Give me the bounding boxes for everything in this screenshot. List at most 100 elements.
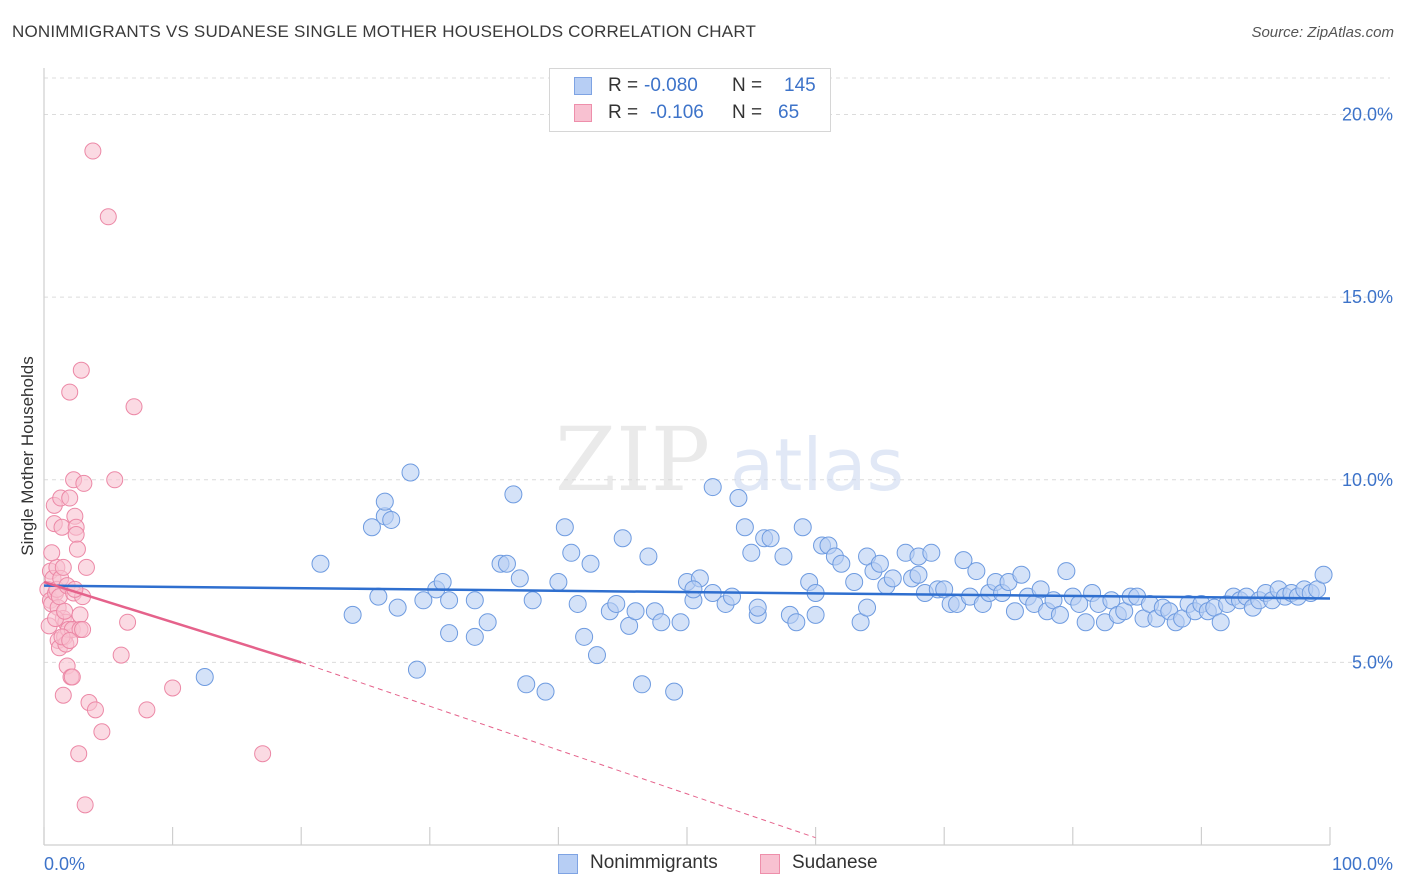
n-value: 65 <box>778 102 800 123</box>
sudanese-point <box>99 208 117 226</box>
nonimmigrants-point <box>684 580 703 599</box>
watermark-zip: ZIP <box>555 408 710 511</box>
nonimmigrants-point <box>343 605 362 624</box>
nonimmigrants-point <box>555 518 574 537</box>
sudanese-point <box>74 621 92 639</box>
nonimmigrants-point <box>607 594 626 613</box>
nonimmigrants-point <box>478 613 497 632</box>
nonimmigrants-point <box>1211 613 1230 632</box>
nonimmigrants-point <box>465 591 484 610</box>
sudanese-point <box>106 471 124 489</box>
nonimmigrants-point <box>1076 613 1095 632</box>
sudanese-point <box>68 540 86 558</box>
nonimmigrants-point <box>497 554 516 573</box>
nonimmigrants-points <box>195 463 1333 701</box>
nonimmigrants-point <box>375 492 394 511</box>
nonimmigrants-point <box>703 478 722 497</box>
pink-swatch-icon <box>760 854 780 874</box>
sudanese-points <box>39 142 272 814</box>
r-label: R = <box>608 102 639 123</box>
watermark-atlas: atlas <box>730 423 904 507</box>
nonimmigrants-point <box>793 518 812 537</box>
chart-title: NONIMMIGRANTS VS SUDANESE SINGLE MOTHER … <box>12 22 757 41</box>
legend-label: Nonimmigrants <box>590 852 718 873</box>
nonimmigrants-point <box>858 598 877 617</box>
nonimmigrants-point <box>613 529 632 548</box>
sudanese-point <box>70 745 88 763</box>
nonimmigrants-point <box>568 594 587 613</box>
pink-swatch-icon <box>574 104 592 122</box>
nonimmigrants-point <box>1031 580 1050 599</box>
nonimmigrants-point <box>311 554 330 573</box>
sudanese-point <box>72 361 90 379</box>
nonimmigrants-point <box>626 602 645 621</box>
nonimmigrants-point <box>587 646 606 665</box>
sudanese-point <box>77 558 95 576</box>
sudanese-trend-extension <box>301 661 816 839</box>
nonimmigrants-point <box>575 627 594 646</box>
nonimmigrants-point <box>774 547 793 566</box>
correlation-legend: R = -0.080 N = 145 R = -0.106 N = 65 <box>549 68 831 132</box>
nonimmigrants-point <box>954 551 973 570</box>
sudanese-point <box>254 745 272 763</box>
nonimmigrants-point <box>787 613 806 632</box>
nonimmigrants-point <box>504 485 523 504</box>
n-value: 145 <box>784 75 816 96</box>
sudanese-point <box>56 602 74 620</box>
nonimmigrants-point <box>440 624 459 643</box>
sudanese-point <box>63 668 81 686</box>
nonimmigrants-point <box>195 667 214 686</box>
sudanese-point <box>54 558 72 576</box>
sudanese-point <box>61 489 79 507</box>
nonimmigrants-point <box>549 573 568 592</box>
nonimmigrants-point <box>440 591 459 610</box>
nonimmigrants-point <box>748 598 767 617</box>
sudanese-point <box>125 398 143 416</box>
nonimmigrants-point <box>742 543 761 562</box>
nonimmigrants-point <box>632 675 651 694</box>
y-tick-label: 20.0% <box>1342 105 1393 125</box>
n-label: N = <box>732 75 763 96</box>
nonimmigrants-point <box>562 543 581 562</box>
sudanese-point <box>43 544 61 562</box>
sudanese-trend-line <box>43 580 302 664</box>
nonimmigrants-point <box>369 587 388 606</box>
nonimmigrants-point <box>845 573 864 592</box>
sudanese-point <box>84 142 102 160</box>
nonimmigrants-point <box>967 562 986 581</box>
nonimmigrants-point <box>362 518 381 537</box>
x-tick-label: 0.0% <box>44 854 85 874</box>
sudanese-point <box>67 526 85 544</box>
blue-swatch-icon <box>574 77 592 95</box>
n-label: N = <box>732 102 763 123</box>
r-value: -0.106 <box>650 102 704 123</box>
nonimmigrants-point <box>870 554 889 573</box>
sudanese-point <box>138 701 156 719</box>
axes <box>43 68 1331 846</box>
y-axis-label: Single Mother Households <box>18 356 37 556</box>
nonimmigrants-point <box>922 543 941 562</box>
y-tick-label: 5.0% <box>1352 652 1393 672</box>
sudanese-point <box>93 723 111 741</box>
sudanese-point <box>86 701 104 719</box>
sudanese-point <box>112 646 130 664</box>
nonimmigrants-point <box>729 489 748 508</box>
x-tick-label: 100.0% <box>1332 854 1393 874</box>
grid-lines <box>44 77 1390 663</box>
nonimmigrants-point <box>665 682 684 701</box>
nonimmigrants-point <box>510 569 529 588</box>
nonimmigrants-point <box>414 591 433 610</box>
nonimmigrants-point <box>639 547 658 566</box>
nonimmigrants-point <box>536 682 555 701</box>
blue-swatch-icon <box>558 854 578 874</box>
nonimmigrants-point <box>401 463 420 482</box>
sudanese-point <box>61 383 79 401</box>
nonimmigrants-point <box>1012 565 1031 584</box>
nonimmigrants-point <box>723 587 742 606</box>
sudanese-point <box>76 796 94 814</box>
nonimmigrants-point <box>388 598 407 617</box>
nonimmigrants-point <box>465 627 484 646</box>
sudanese-point <box>164 679 182 697</box>
nonimmigrants-point <box>433 573 452 592</box>
